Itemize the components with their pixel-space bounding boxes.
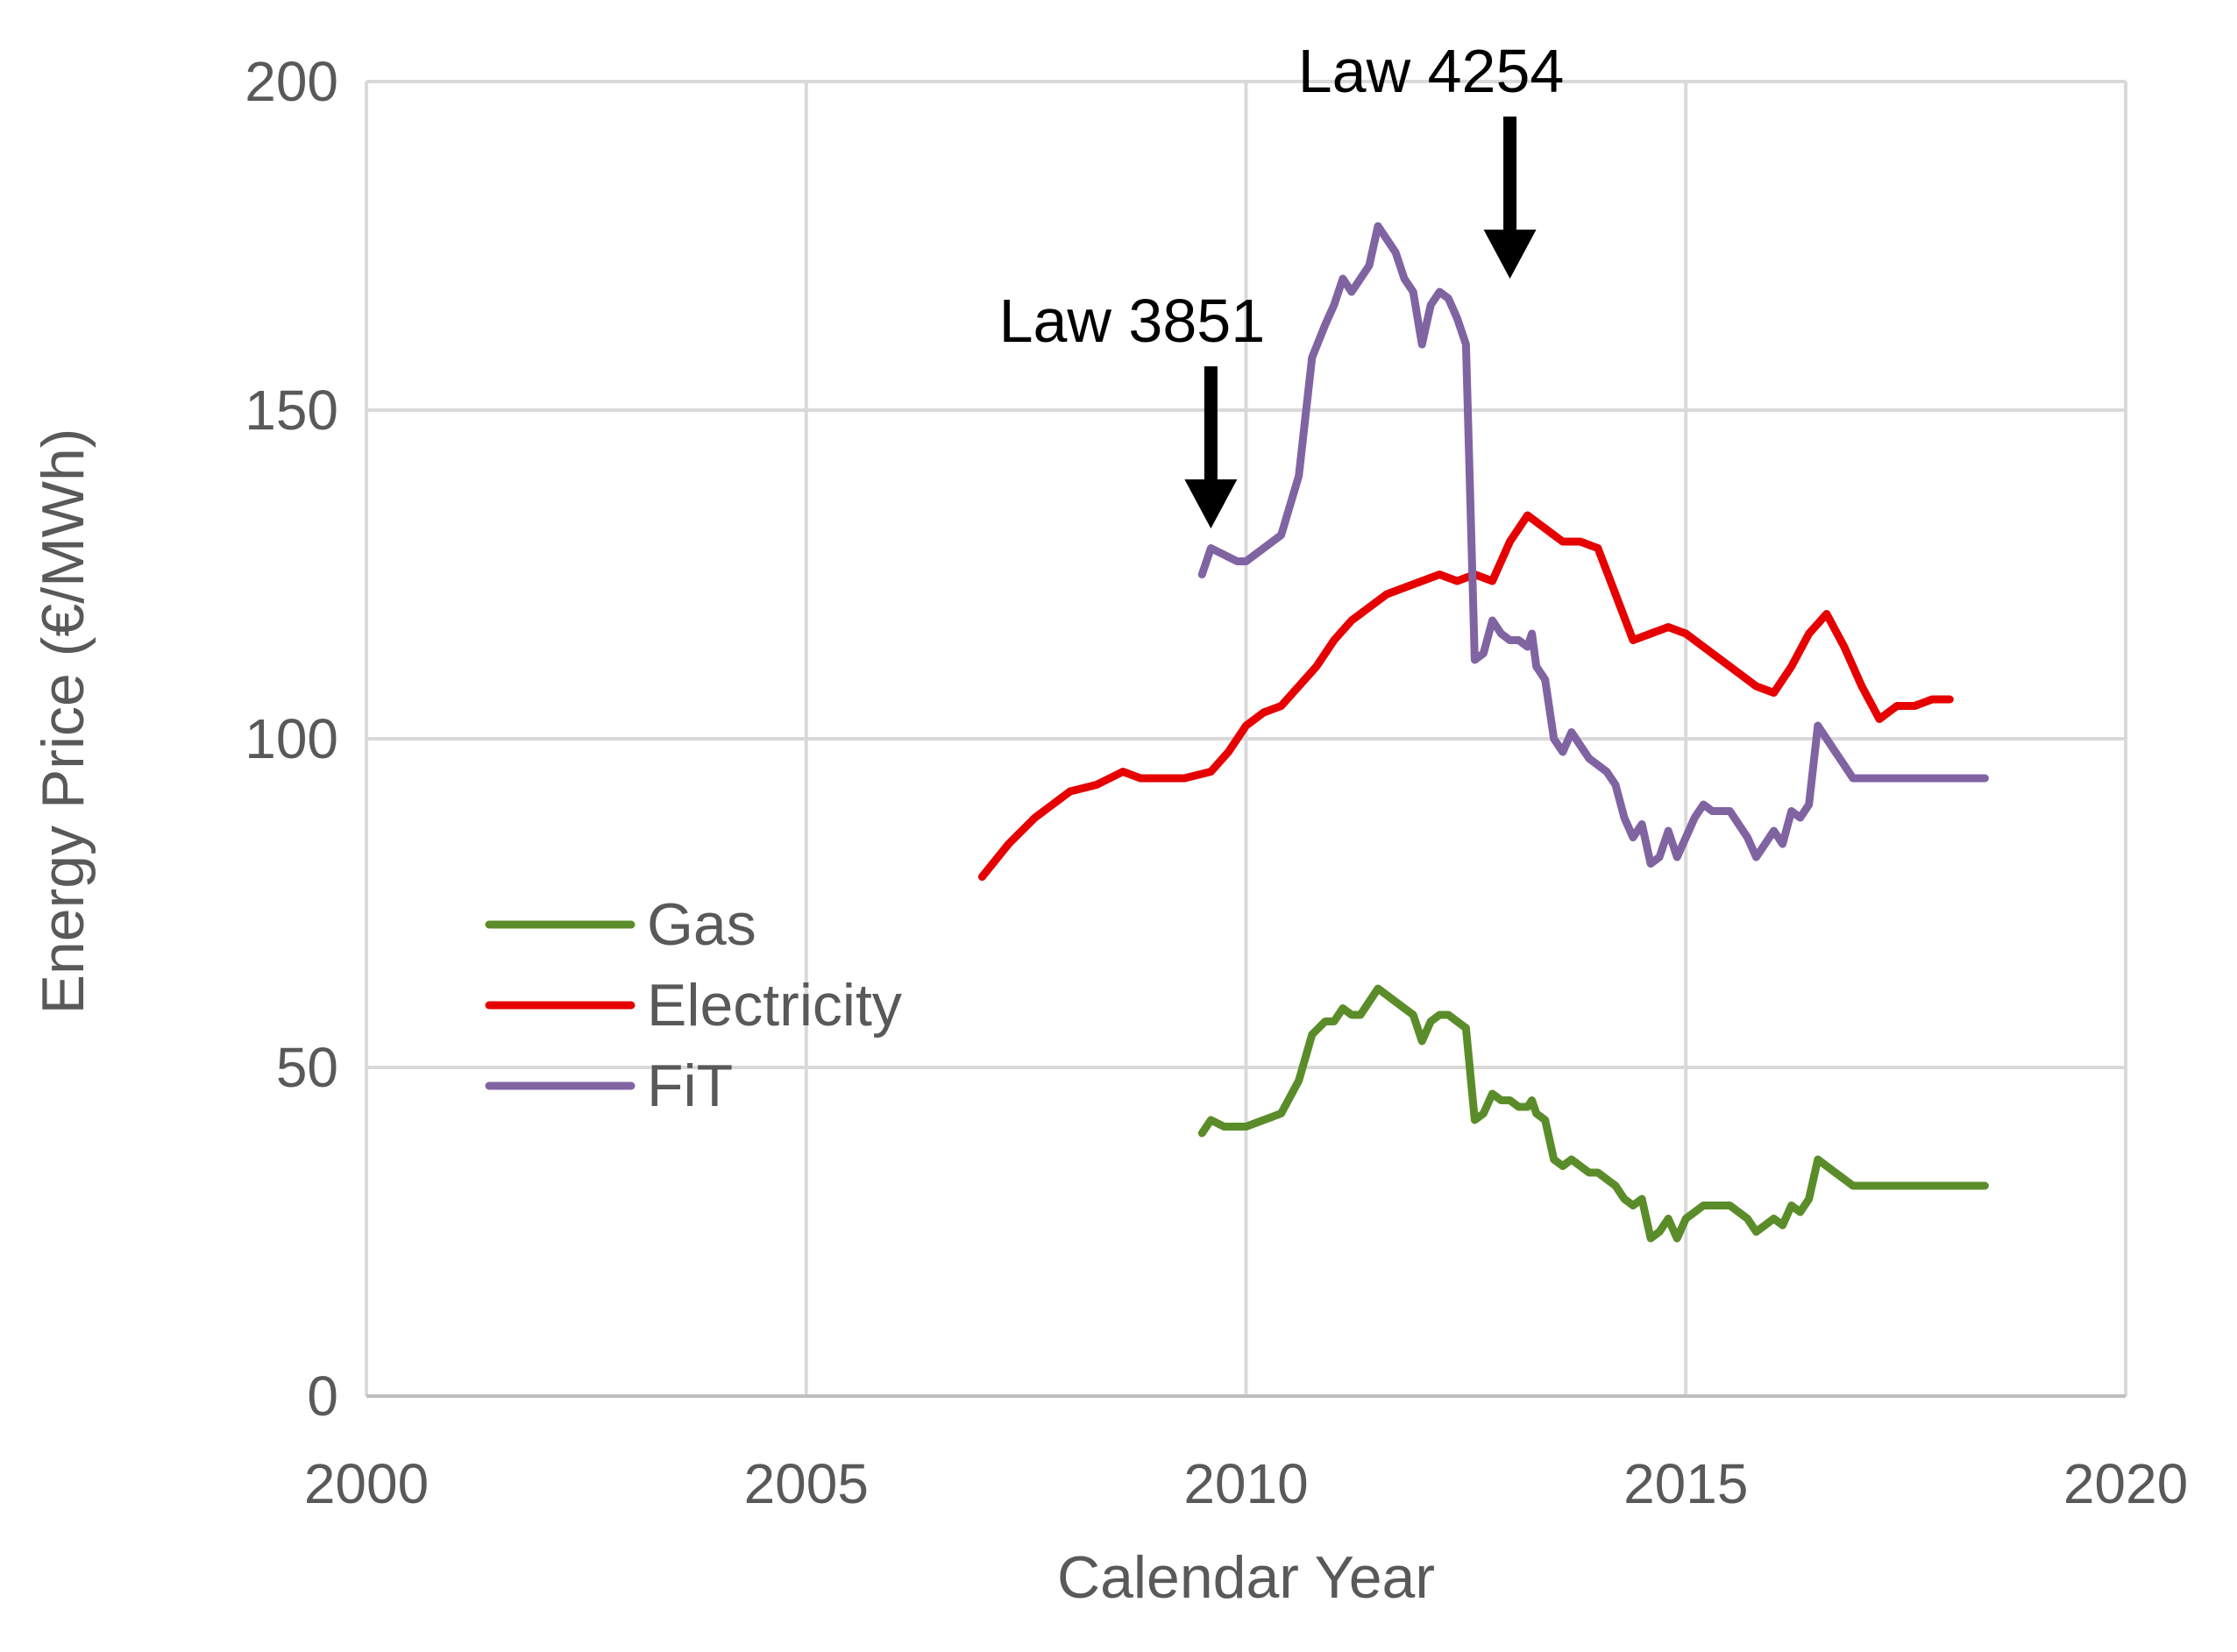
- series-line-electricity: [977, 511, 1954, 881]
- annotation-arrow-head: [1184, 479, 1238, 528]
- x-axis-title: Calendar Year: [1057, 1544, 1435, 1611]
- y-tick-label: 150: [245, 379, 338, 442]
- grid-layer: [365, 80, 2127, 1398]
- y-tick-label: 0: [307, 1365, 338, 1428]
- y-axis-title: Energy Price (€/MWh): [30, 429, 96, 1015]
- legend-label-electricity: Electricity: [647, 972, 902, 1039]
- x-tick-label: 2010: [1183, 1452, 1308, 1515]
- y-tick-label: 100: [245, 707, 338, 770]
- x-tick-label: 2020: [2063, 1452, 2188, 1515]
- axes-layer: 0 50 100 150 200 2000 2005 2010 2015 2020 Calendar…: [30, 50, 2188, 1611]
- legend-label-fit: FiT: [647, 1053, 733, 1119]
- annotation-label: Law 4254: [1298, 37, 1565, 105]
- legend: Gas Electricity FiT: [485, 891, 902, 1119]
- y-tick-label: 50: [276, 1036, 338, 1099]
- x-tick-label: 2000: [304, 1452, 429, 1515]
- annotation-arrow-head: [1483, 230, 1537, 279]
- series-layer: [977, 222, 1989, 1243]
- y-tick-label: 200: [245, 50, 338, 113]
- annotation-label: Law 3851: [999, 287, 1266, 355]
- series-line-gas: [1197, 984, 1989, 1243]
- legend-label-gas: Gas: [647, 891, 756, 958]
- x-tick-label: 2005: [744, 1452, 869, 1515]
- annotation-layer: Law 3851 Law 4254: [999, 37, 1565, 528]
- x-tick-label: 2015: [1623, 1452, 1748, 1515]
- series-line-fit: [1197, 222, 1989, 868]
